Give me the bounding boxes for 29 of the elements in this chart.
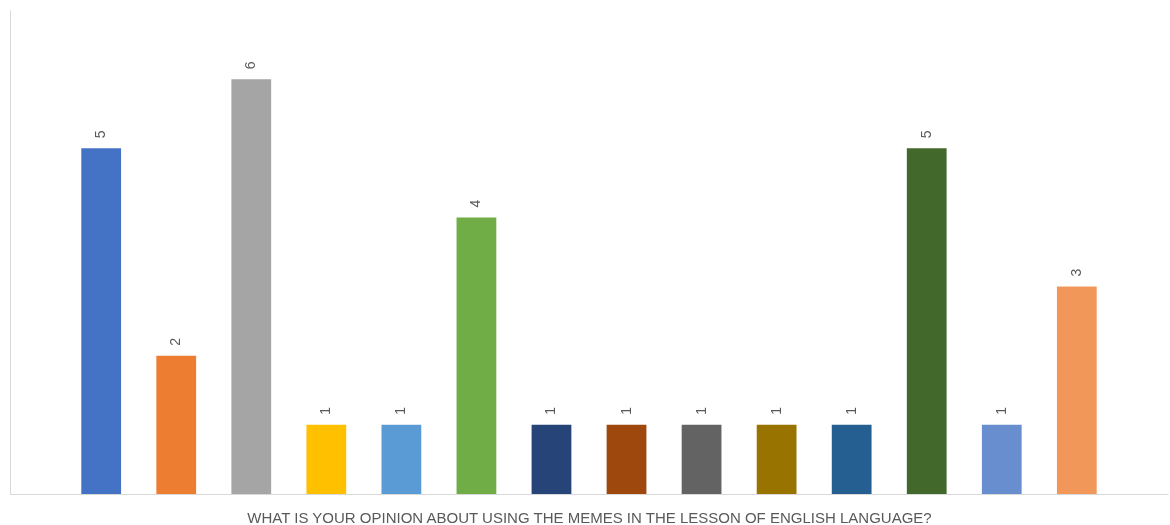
bar: [81, 148, 122, 494]
data-label: 1: [842, 406, 859, 415]
data-label: 6: [242, 61, 259, 70]
bar: [681, 424, 722, 494]
data-label: 4: [467, 199, 484, 208]
bar: [756, 424, 797, 494]
data-label: 1: [692, 406, 709, 415]
x-axis-title: WHAT IS YOUR OPINION ABOUT USING THE MEMES IN THE LESSON OF ENGLISH LANGUAGE?: [247, 508, 932, 525]
bar: [1056, 286, 1097, 494]
data-label: 1: [767, 406, 784, 415]
data-label: 5: [92, 130, 109, 139]
data-label: 5: [917, 130, 934, 139]
bar: [231, 79, 272, 494]
data-label: 3: [1067, 268, 1084, 277]
bar: [456, 217, 497, 494]
data-label: 1: [317, 406, 334, 415]
data-label: 1: [992, 406, 1009, 415]
data-label: 2: [167, 337, 184, 346]
bar: [156, 355, 197, 494]
bar: [306, 424, 347, 494]
bar: [981, 424, 1022, 494]
data-label: 1: [617, 406, 634, 415]
bar: [381, 424, 422, 494]
bar: [531, 424, 572, 494]
bar: [831, 424, 872, 494]
bar: [906, 148, 947, 494]
data-label: 1: [542, 406, 559, 415]
bar: [606, 424, 647, 494]
data-label: 1: [392, 406, 409, 415]
